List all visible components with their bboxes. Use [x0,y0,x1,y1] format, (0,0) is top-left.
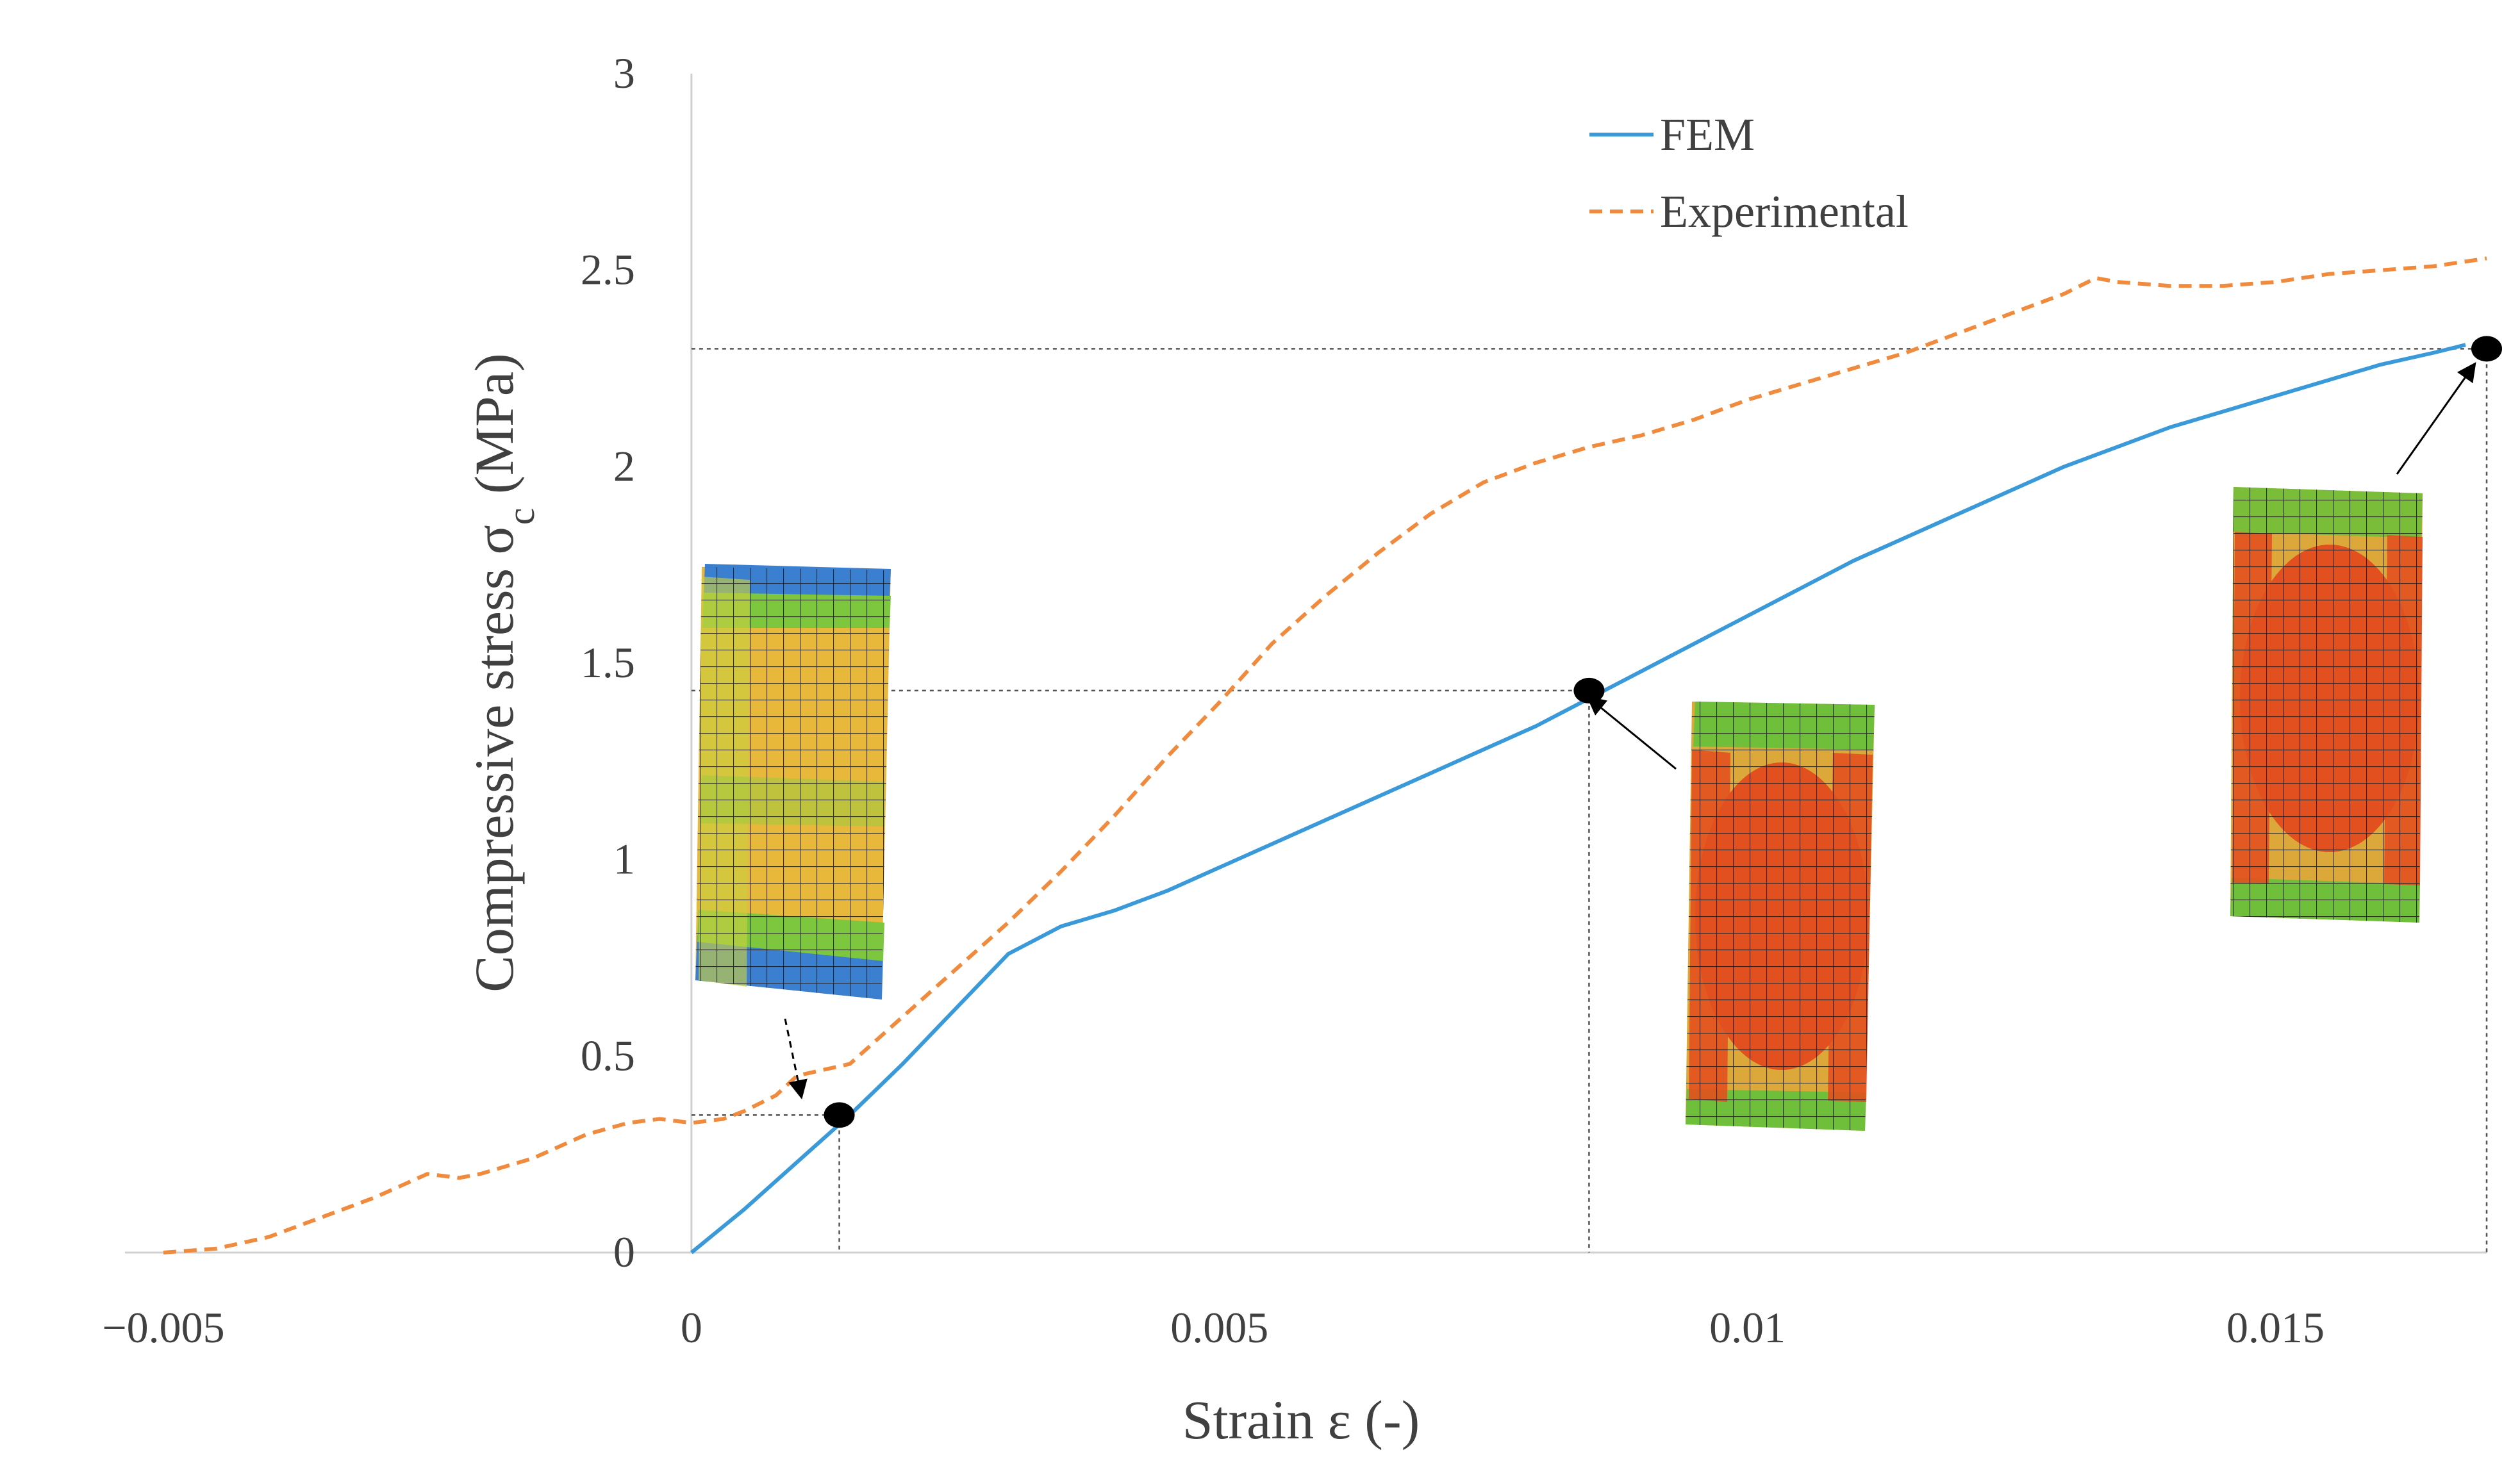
highlight-points-layer [824,336,2502,1128]
fem-specimen-1-image [695,564,891,999]
x-tick-label: 0 [681,1303,702,1352]
x-tick-label: 0.005 [1170,1303,1268,1352]
y-tick-label: 1 [613,835,635,884]
y-tick-label: 3 [613,49,635,97]
x-tick-label: 0.015 [2226,1303,2325,1352]
y-tick-label: 0.5 [581,1031,635,1080]
y-tick-label: 1.5 [581,638,635,687]
legend-experimental-label: Experimental [1660,186,1909,237]
x-tick-label: 0.01 [1709,1303,1786,1352]
highlight-point [824,1102,855,1128]
y-axis-title-main: Compressive stress σ [463,525,525,992]
x-tick-label: −0.005 [102,1303,224,1352]
highlight-point [1573,677,1605,703]
annotation-layer [784,362,2476,1099]
series-line-fem [690,343,2466,1254]
guide-lines-layer [691,348,2488,1253]
annotation-arrow-1 [784,1018,808,1099]
highlight-point [2471,336,2502,362]
y-tick-label: 2.5 [581,245,635,294]
y-axis-title: Compressive stress σc (MPa) [463,353,542,992]
series-line-experimental [163,256,2487,1254]
annotation-arrow-2 [1586,696,1677,770]
y-tick-label: 0 [613,1228,635,1276]
fem-specimen-2-image [1686,702,1875,1131]
y-tick-label: 2 [613,441,635,490]
y-axis-title-sub: c [500,508,542,525]
legend-fem-label: FEM [1660,109,1755,160]
legend: FEM Experimental [1589,109,1909,237]
x-axis-title: Strain ε (-) [1182,1389,1420,1451]
annotation-arrow-3 [2396,362,2476,475]
axes-layer: −0.005 0 0.005 0.01 0.015 0 0.5 1 1.5 2 2.5 3 [102,49,2487,1352]
fem-specimen-3-image [2230,487,2423,923]
y-axis-title-unit: (MPa) [463,353,525,507]
